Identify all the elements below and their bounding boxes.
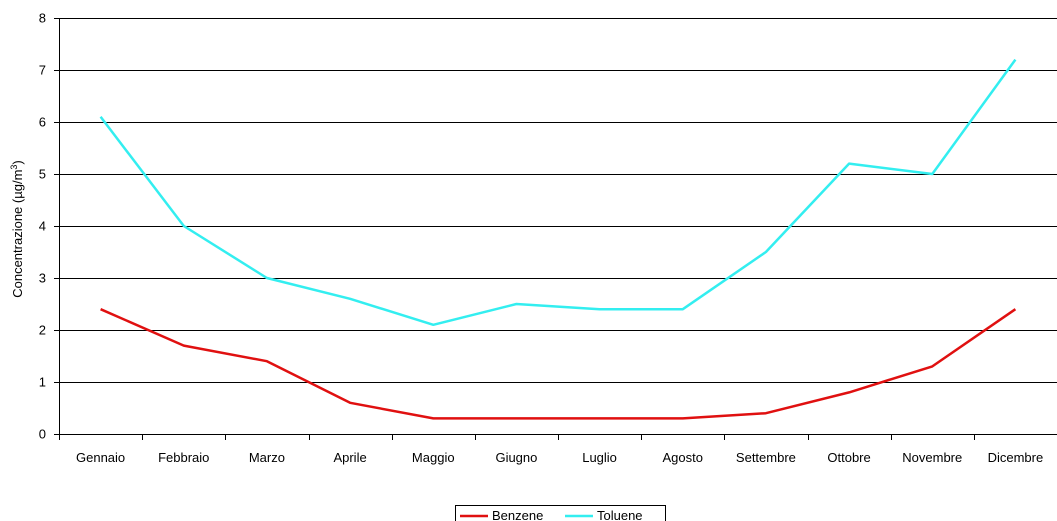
x-tick-label: Aprile <box>333 450 366 465</box>
y-axis-title: Concentrazione (µg/m3) <box>9 160 25 298</box>
y-axis-title-main: Concentrazione (µg/m <box>10 170 25 298</box>
y-tick-label: 1 <box>39 375 46 390</box>
y-tick-label: 0 <box>39 427 46 442</box>
y-tick-label: 2 <box>39 323 46 338</box>
y-axis-title-superscript: 3 <box>9 165 19 170</box>
y-tick-label: 3 <box>39 271 46 286</box>
x-tick-label: Ottobre <box>827 450 870 465</box>
x-tick-label: Febbraio <box>158 450 209 465</box>
series-line-toluene <box>99 58 1017 327</box>
y-tick-label: 5 <box>39 167 46 182</box>
x-tick-label: Luglio <box>582 450 617 465</box>
x-tick-label: Agosto <box>663 450 703 465</box>
series-lines <box>99 58 1017 420</box>
x-tick-label: Settembre <box>736 450 796 465</box>
gridlines <box>59 18 1057 383</box>
x-tick-label: Gennaio <box>76 450 125 465</box>
y-axis-title-suffix: ) <box>10 160 25 164</box>
x-axis-ticks: Gennaio Febbraio Marzo Aprile Maggio Giugno Lu… <box>59 434 1044 465</box>
x-tick-label: Giugno <box>495 450 537 465</box>
x-tick-label: Marzo <box>249 450 285 465</box>
series-line-benzene <box>100 308 1017 420</box>
y-tick-label: 8 <box>39 11 46 26</box>
x-tick-label: Novembre <box>902 450 962 465</box>
y-axis-ticks: 0 1 2 3 4 5 6 7 8 <box>39 11 59 442</box>
legend: Benzene Toluene <box>455 505 666 521</box>
y-tick-label: 7 <box>39 63 46 78</box>
legend-label-benzene: Benzene <box>492 508 543 521</box>
x-tick-label: Dicembre <box>988 450 1044 465</box>
legend-box <box>455 505 666 521</box>
legend-label-toluene: Toluene <box>597 508 643 521</box>
y-tick-label: 6 <box>39 115 46 130</box>
y-tick-label: 4 <box>39 219 46 234</box>
x-tick-label: Maggio <box>412 450 455 465</box>
